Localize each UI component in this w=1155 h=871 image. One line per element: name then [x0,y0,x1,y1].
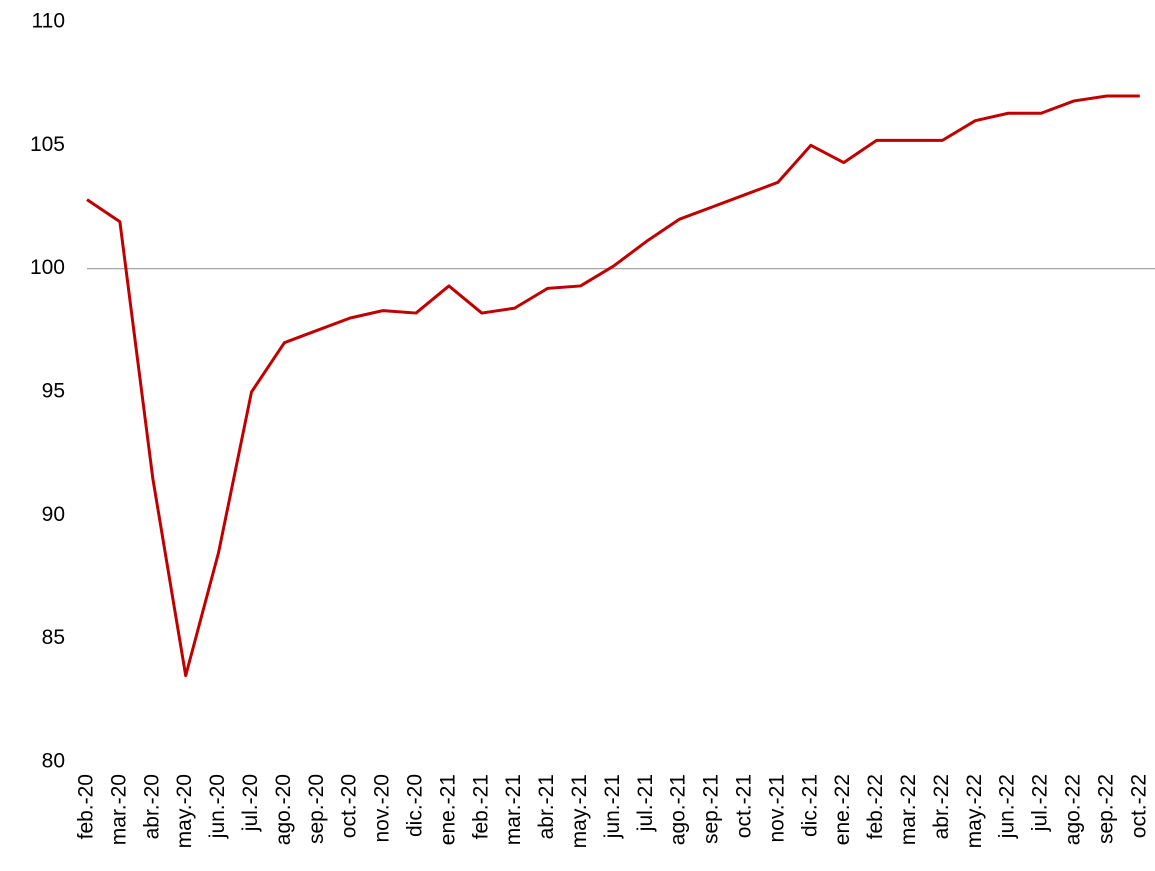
x-tick-label: mar.-22 [897,774,920,845]
x-tick-label: ago.-22 [1062,774,1085,845]
y-tick-label: 100 [30,256,65,279]
x-tick-label: ago.-20 [272,774,295,845]
x-tick-label: jun.-20 [206,774,229,839]
x-tick-label: abr.-20 [140,774,163,839]
y-tick-label: 90 [42,503,65,526]
x-tick-label: oct.-21 [733,774,756,838]
y-tick-label: 80 [42,750,65,773]
x-tick-label: mar.-20 [107,774,130,845]
x-tick-label: jun.-21 [601,774,624,839]
x-tick-label: sep.-20 [305,774,328,844]
x-tick-label: sep.-21 [700,774,723,844]
x-tick-label: mar.-21 [502,774,525,845]
x-tick-label: nov.-20 [371,774,394,843]
x-tick-label: nov.-21 [765,774,788,843]
x-tick-label: jul.-22 [1029,774,1052,832]
x-tick-label: jun.-22 [996,774,1019,839]
x-tick-label: oct.-20 [338,774,361,838]
y-tick-label: 95 [42,380,65,403]
x-tick-label: dic.-21 [798,774,821,837]
x-tick-label: dic.-20 [404,774,427,837]
x-tick-label: ene.-22 [831,774,854,845]
x-tick-label: abr.-21 [535,774,558,839]
x-tick-label: oct.-22 [1127,774,1150,838]
x-tick-label: may.-21 [568,774,591,848]
x-tick-label: may.-22 [963,774,986,848]
x-tick-label: jul.-21 [634,774,657,832]
x-tick-label: jul.-20 [239,774,262,832]
x-tick-label: feb.-20 [75,774,98,839]
x-tick-label: may.-20 [173,774,196,848]
x-tick-label: sep.-22 [1094,774,1117,844]
x-tick-label: feb.-21 [469,774,492,839]
x-tick-label: abr.-22 [930,774,953,839]
y-tick-label: 85 [42,626,65,649]
y-tick-label: 105 [30,133,65,156]
y-tick-label: 110 [32,10,65,33]
x-tick-label: ago.-21 [667,774,690,845]
x-tick-label: ene.-21 [436,774,459,845]
x-tick-label: feb.-22 [864,774,887,839]
data-line [86,94,1140,678]
